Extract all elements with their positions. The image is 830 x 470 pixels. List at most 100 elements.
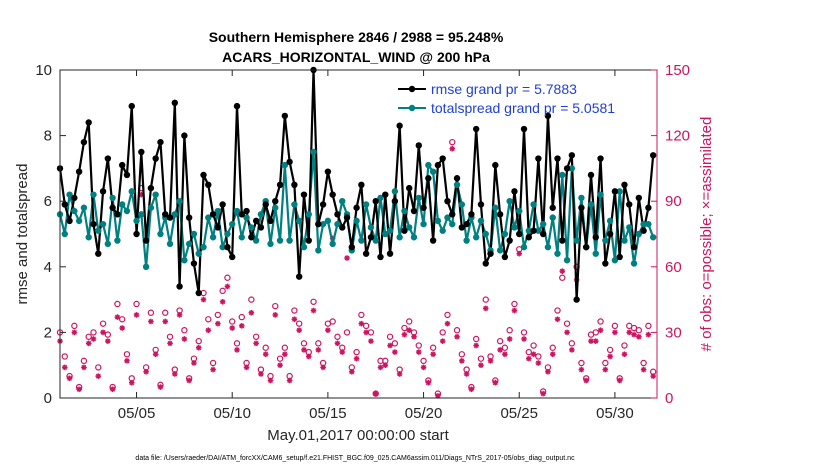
y-tick-label: 2: [44, 324, 52, 341]
assimilated-obs-point: [215, 320, 221, 327]
assimilated-obs-stroke: [334, 340, 340, 346]
spread-point: [195, 250, 202, 257]
possible-obs-point: [640, 359, 647, 367]
assimilated-obs-point: [497, 347, 503, 353]
possible-obs-point: [482, 296, 489, 303]
assimilated-obs-stroke: [86, 340, 92, 346]
rmse-point: [229, 253, 236, 261]
assimilated-obs-stroke: [430, 351, 436, 357]
assimilated-obs-stroke: [358, 321, 364, 327]
spread-point: [171, 211, 179, 218]
rmse-point: [257, 224, 265, 231]
rmse-point: [219, 201, 226, 208]
assimilated-obs-stroke: [363, 329, 369, 335]
possible-obs-point: [602, 359, 609, 367]
assimilated-obs-stroke: [119, 325, 125, 331]
rmse-point: [396, 122, 403, 129]
spread-point: [482, 230, 489, 238]
y-axis-label-left: rmse and totalspread: [14, 164, 31, 305]
rmse-point: [181, 132, 188, 139]
possible-obs-point: [61, 353, 68, 360]
spread-point: [525, 227, 532, 234]
assimilated-obs-stroke: [406, 327, 412, 333]
spread-point: [520, 243, 528, 251]
assimilated-obs-point: [248, 309, 255, 316]
rmse-point: [248, 234, 255, 241]
rmse-point: [157, 138, 164, 146]
assimilated-obs-stroke: [598, 327, 604, 333]
spread-point: [563, 257, 571, 264]
spread-point: [243, 214, 250, 221]
assimilated-obs-stroke: [583, 378, 589, 384]
rmse-point: [358, 181, 365, 188]
spread-point: [286, 237, 293, 244]
rmse-point: [243, 207, 250, 215]
assimilated-obs-point: [387, 342, 393, 349]
assimilated-obs-stroke: [143, 369, 149, 375]
rmse-point: [272, 198, 279, 205]
assimilated-obs-stroke: [555, 316, 560, 322]
possible-obs-point: [506, 327, 513, 334]
possible-obs-point: [95, 364, 102, 371]
possible-obs-point: [334, 333, 341, 340]
assimilated-obs-point: [229, 325, 236, 331]
possible-obs-point: [449, 138, 456, 146]
possible-obs-point: [592, 329, 599, 336]
assimilated-obs-point: [71, 329, 78, 336]
rmse-point: [171, 99, 179, 107]
rmse-point: [645, 204, 652, 211]
possible-obs-point: [453, 327, 461, 334]
rmse-point: [439, 155, 446, 162]
assimilated-obs-stroke: [617, 378, 623, 384]
assimilated-obs-stroke: [511, 308, 517, 314]
rmse-point: [90, 220, 97, 228]
assimilated-obs-point: [482, 305, 489, 312]
rmse-point: [329, 191, 336, 198]
spread-point: [391, 188, 399, 195]
assimilated-obs-point: [100, 329, 106, 336]
rmse-point: [482, 260, 489, 267]
spread-point: [128, 188, 135, 195]
possible-obs-point: [597, 318, 604, 325]
assimilated-obs-stroke: [186, 378, 192, 384]
footnote: data file: /Users/raeder/DAI/ATM_forcXX/…: [135, 455, 575, 462]
possible-obs-point: [429, 344, 437, 351]
assimilated-obs-point: [406, 327, 413, 334]
y-tick-label-right: 90: [665, 193, 682, 210]
spread-point: [190, 230, 198, 238]
rmse-point: [324, 168, 332, 175]
spread-point: [157, 230, 164, 238]
spread-point: [372, 237, 379, 244]
assimilated-obs-point: [172, 371, 178, 377]
spread-point: [401, 207, 408, 215]
rmse-point: [487, 250, 494, 257]
spread-point: [621, 237, 628, 244]
rmse-point: [339, 224, 346, 231]
assimilated-obs-point: [463, 371, 470, 377]
assimilated-obs-stroke: [411, 334, 417, 340]
assimilated-obs-point: [449, 145, 456, 152]
assimilated-obs-point: [176, 312, 183, 318]
spread-point: [248, 224, 255, 231]
assimilated-obs-stroke: [449, 146, 455, 152]
assimilated-obs-stroke: [239, 323, 245, 329]
assimilated-obs-stroke: [282, 351, 288, 357]
spread-point: [420, 220, 427, 228]
assimilated-obs-stroke: [588, 338, 594, 344]
assimilated-obs-stroke: [645, 332, 651, 338]
spread-point: [133, 217, 140, 225]
rmse-point: [71, 194, 78, 202]
rmse-point: [152, 155, 159, 162]
assimilated-obs-point: [502, 351, 508, 358]
series-marker-layer: [56, 66, 657, 303]
assimilated-obs-point: [401, 331, 408, 338]
rmse-point: [80, 138, 88, 146]
spread-point: [406, 224, 413, 231]
rmse-point: [539, 230, 547, 238]
rmse-point: [147, 184, 155, 192]
spread-point: [75, 217, 83, 225]
assimilated-obs-point: [320, 364, 326, 371]
possible-obs-point: [477, 355, 485, 362]
spread-point: [80, 204, 88, 211]
possible-obs-point: [568, 340, 576, 347]
